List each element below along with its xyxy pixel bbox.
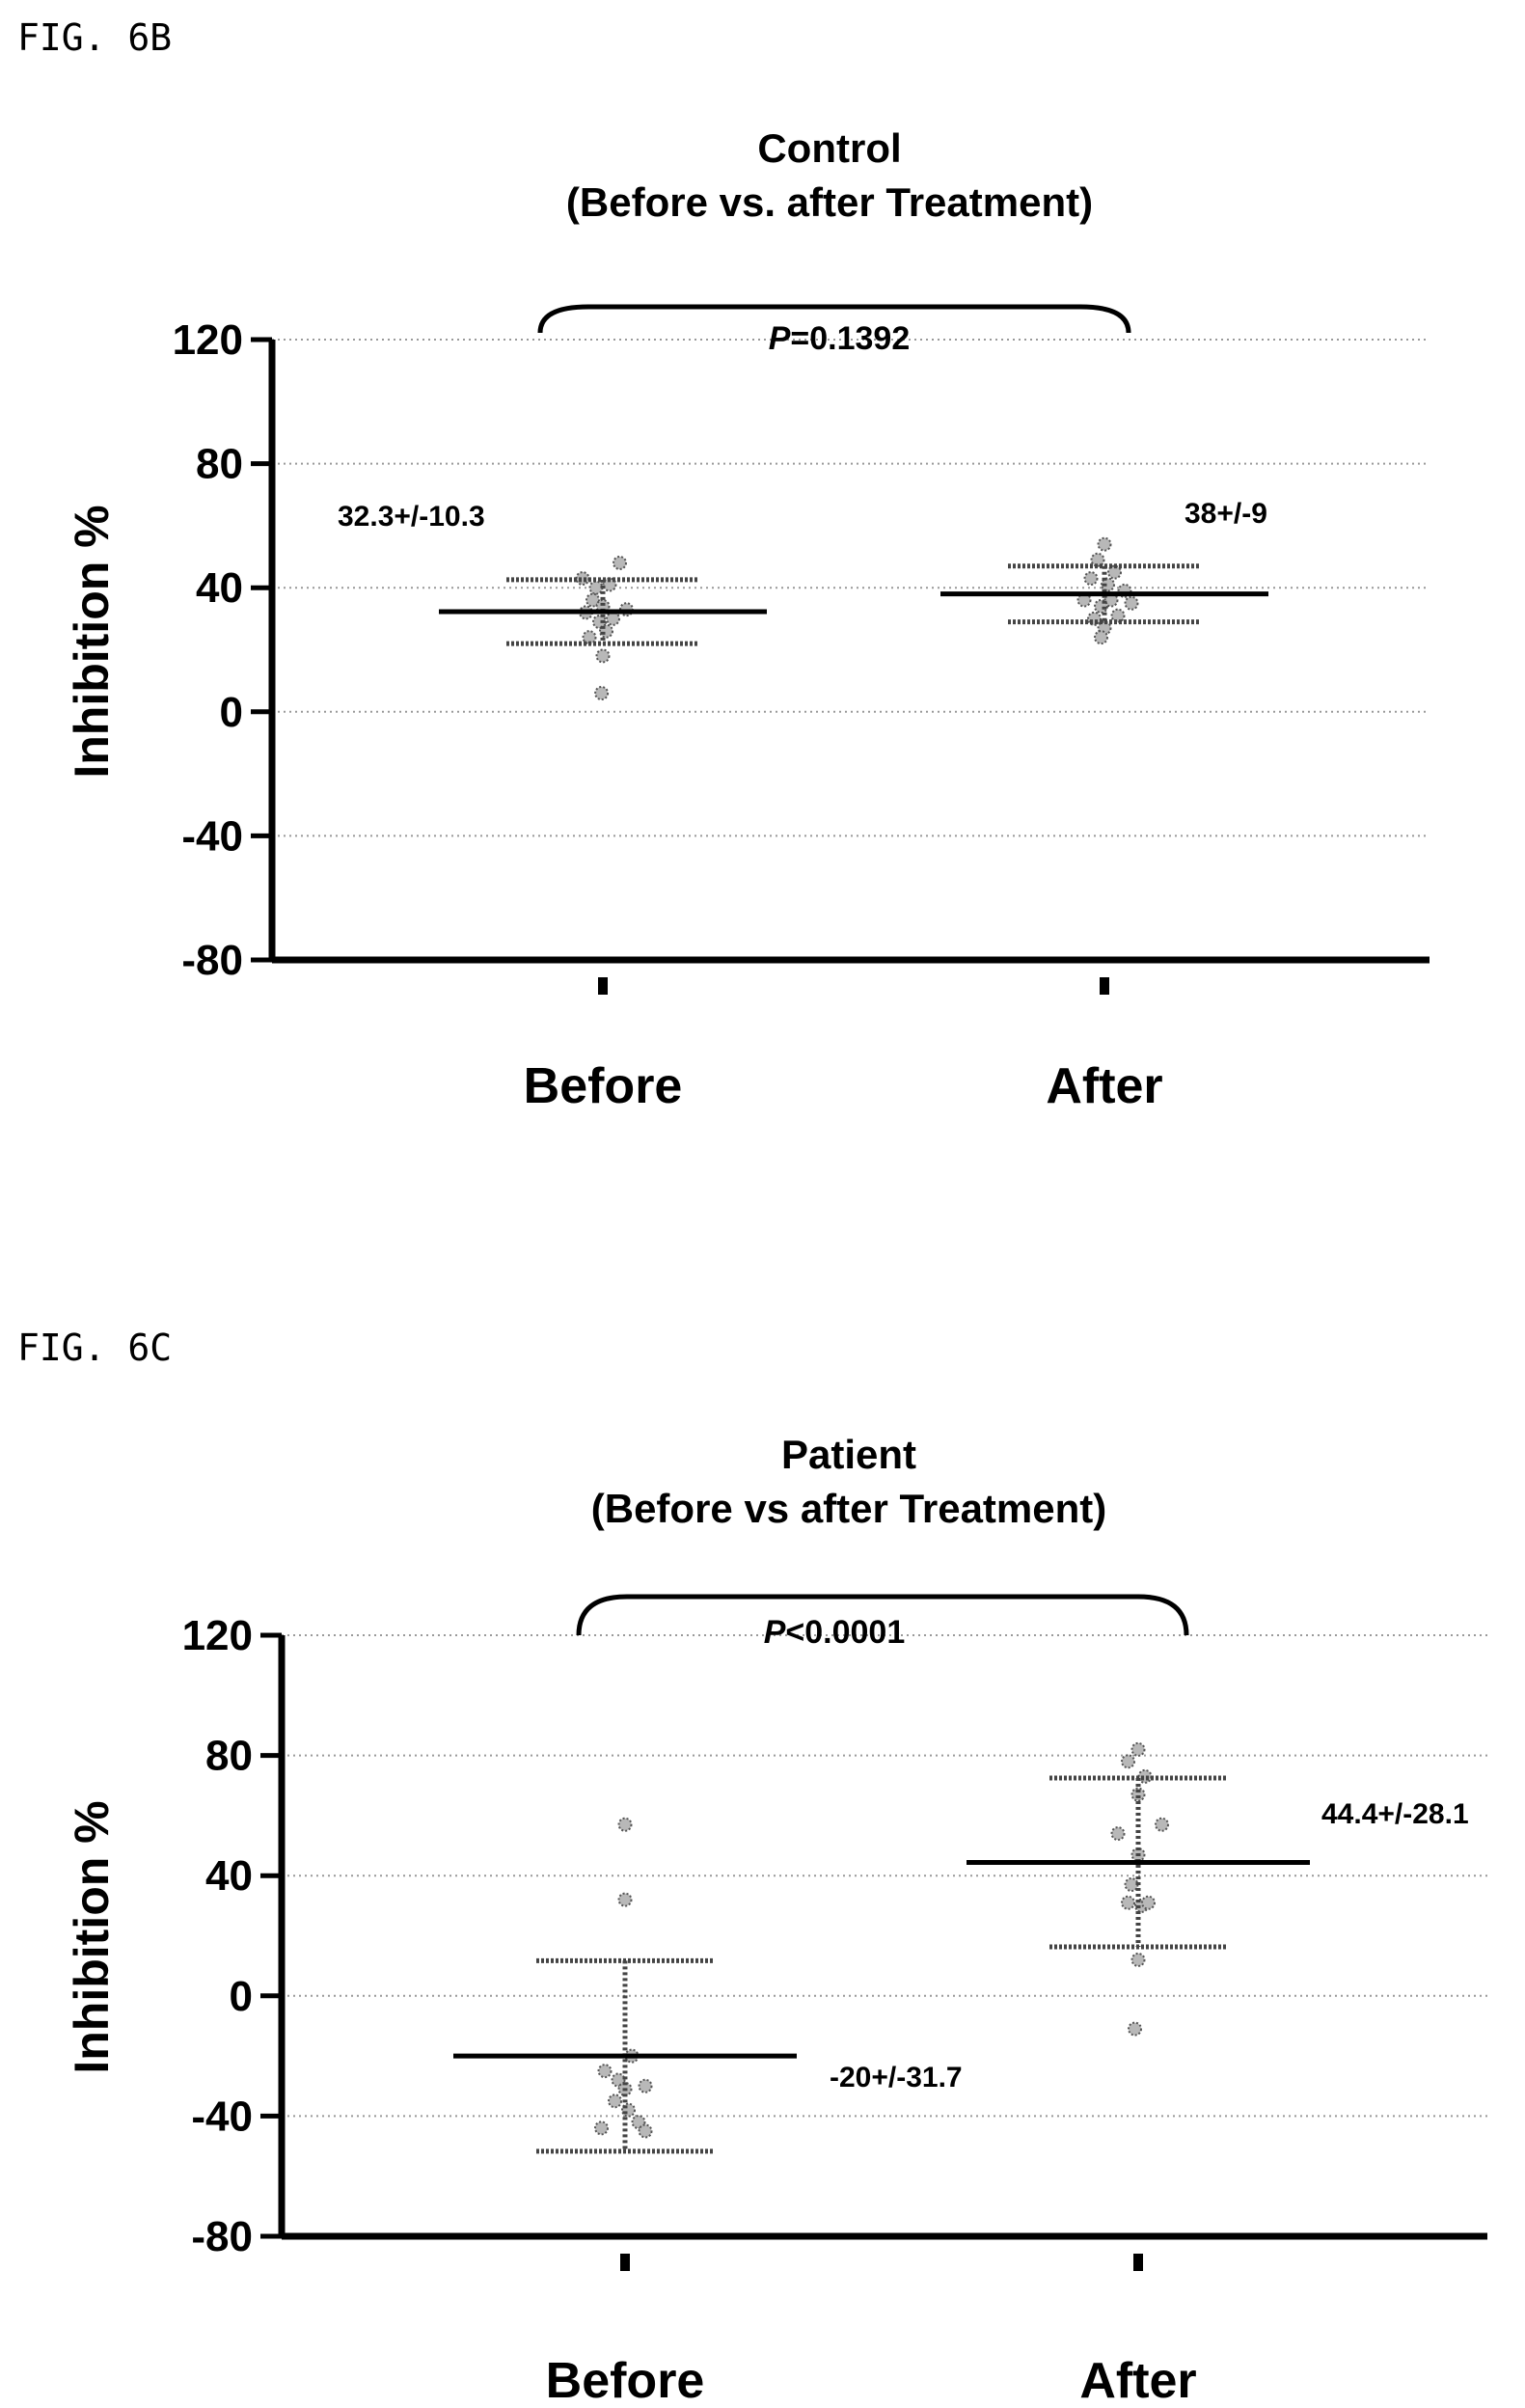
data-point [1128, 2021, 1142, 2037]
data-point [594, 2121, 609, 2136]
data-point [1121, 1895, 1135, 1910]
x-category-label: Before [546, 2353, 705, 2408]
data-point [1141, 1895, 1156, 1910]
y-tick-label: -80 [191, 2213, 253, 2260]
data-point [1094, 630, 1108, 645]
data-point [1155, 1817, 1169, 1832]
data-point [1110, 608, 1126, 623]
x-category-label: After [1079, 2353, 1196, 2408]
data-point [638, 2078, 653, 2093]
figure-label: FIG. 6B [17, 16, 172, 59]
data-point [631, 2115, 646, 2130]
x-category-label: Before [524, 1058, 683, 1114]
y-axis-label: Inhibition % [65, 1800, 119, 2073]
x-tick-mark [598, 977, 608, 995]
p-value-label: P=0.1392 [769, 320, 911, 357]
chart-title: Control [757, 125, 901, 171]
data-point [1087, 611, 1102, 626]
y-tick-label: 80 [205, 1733, 253, 1780]
data-point [617, 1817, 633, 1832]
data-point [1130, 1741, 1146, 1757]
mean-sd-annotation: -20+/-31.7 [830, 2062, 963, 2093]
chart-6b: FIG. 6B Control (Before vs. after Treatmen… [17, 16, 1430, 1114]
figure-label: FIG. 6C [17, 1327, 172, 1369]
data-point [1097, 536, 1112, 552]
y-tick-label: -40 [181, 812, 243, 860]
data-point [585, 592, 600, 608]
data-point [1110, 1826, 1126, 1842]
y-tick-label: 0 [220, 689, 243, 736]
data-point [638, 2123, 653, 2139]
data-point [611, 2072, 626, 2088]
data-point [606, 611, 620, 626]
y-tick-label: -40 [191, 2093, 253, 2140]
x-tick-mark [1133, 2254, 1143, 2271]
y-tick-label: 40 [205, 1852, 253, 1900]
x-tick-mark [1100, 977, 1109, 995]
y-tick-label: 0 [230, 1973, 253, 2020]
data-point [608, 2093, 622, 2109]
mean-sd-annotation: 38+/-9 [1185, 498, 1267, 530]
mean-sd-annotation: 44.4+/-28.1 [1321, 1798, 1469, 1830]
data-point [595, 648, 611, 664]
data-point [597, 2064, 613, 2079]
data-point [1124, 595, 1139, 611]
y-tick-label: 120 [173, 316, 243, 364]
data-point [1083, 571, 1099, 587]
x-category-label: After [1046, 1058, 1162, 1114]
significance-bracket [537, 304, 1131, 334]
y-tick-label: 120 [182, 1612, 253, 1659]
data-point [1101, 577, 1115, 592]
chart-title: Patient [781, 1432, 916, 1477]
data-point [575, 571, 590, 587]
p-value-label: P<0.0001 [764, 1614, 906, 1651]
y-tick-label: 40 [196, 564, 243, 612]
y-tick-label: 80 [196, 441, 243, 488]
data-point [617, 1892, 633, 1907]
y-axis-label: Inhibition % [65, 505, 119, 778]
data-point [1121, 1754, 1135, 1769]
significance-bracket [576, 1594, 1189, 1636]
data-point [594, 686, 610, 701]
mean-sd-annotation: 32.3+/-10.3 [338, 501, 485, 533]
data-point [1130, 1952, 1146, 1967]
chart-6c: FIG. 6C Patient (Before vs after Treatment… [17, 1327, 1487, 2408]
data-point [1130, 1787, 1146, 1802]
data-point [592, 615, 607, 630]
chart-subtitle: (Before vs. after Treatment) [566, 179, 1093, 225]
data-point [613, 555, 627, 570]
chart-subtitle: (Before vs after Treatment) [591, 1486, 1107, 1531]
y-tick-label: -80 [181, 937, 243, 984]
x-tick-mark [620, 2254, 630, 2271]
